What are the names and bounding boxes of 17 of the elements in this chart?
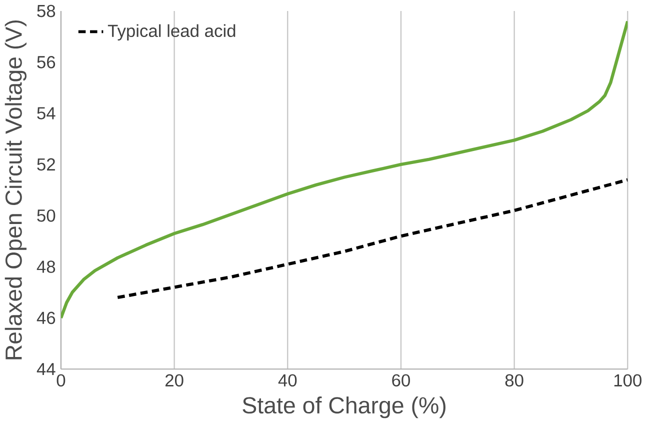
- y-tick-label: 44: [36, 363, 56, 376]
- x-tick-label: 100: [614, 374, 642, 387]
- y-axis-title: Relaxed Open Circuit Voltage (V): [4, 20, 27, 360]
- x-tick-label: 60: [392, 374, 410, 387]
- y-tick-label: 48: [36, 260, 56, 273]
- y-tick-label: 52: [37, 158, 55, 171]
- x-tick-label: 40: [278, 374, 297, 387]
- y-tick-label: 50: [37, 209, 56, 222]
- legend-label: Typical lead acid: [108, 24, 236, 41]
- x-tick-label: 20: [165, 374, 184, 387]
- y-tick-label: 54: [37, 107, 56, 120]
- y-tick-label: 58: [37, 4, 56, 18]
- x-tick-label: 0: [56, 374, 66, 387]
- x-tick-label: 80: [505, 374, 524, 387]
- y-tick-label: 46: [36, 312, 56, 324]
- x-axis-title: State of Charge (%): [242, 396, 446, 418]
- y-tick-label: 56: [37, 56, 56, 68]
